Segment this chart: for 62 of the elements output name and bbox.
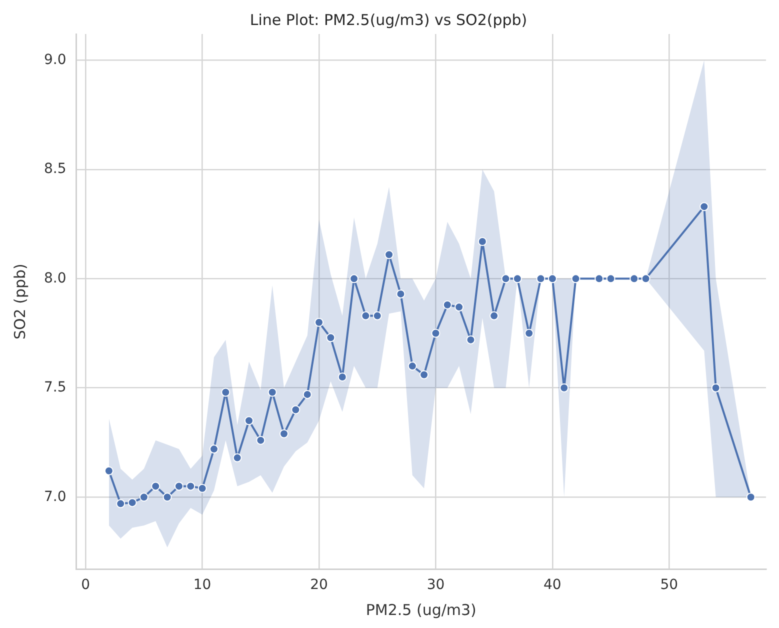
- point: [361, 311, 370, 320]
- point: [104, 466, 114, 476]
- point: [630, 274, 639, 284]
- point: [221, 388, 230, 397]
- point: [606, 274, 616, 284]
- point: [641, 274, 650, 284]
- point: [268, 388, 277, 397]
- point: [372, 311, 382, 320]
- point: [442, 300, 452, 310]
- point: [198, 484, 207, 493]
- point: [326, 333, 336, 342]
- point: [244, 416, 254, 426]
- point: [501, 274, 510, 284]
- point: [302, 390, 312, 399]
- y-axis-title: SO2 (ppb): [10, 264, 29, 340]
- x-tick-label: 40: [544, 577, 562, 594]
- chart-title: Line Plot: PM2.5(ug/m3) vs SO2(ppb): [250, 10, 528, 29]
- point: [560, 383, 569, 392]
- point: [151, 482, 160, 491]
- x-tick-label: 30: [426, 577, 445, 594]
- point: [128, 498, 137, 508]
- point: [571, 274, 580, 284]
- point: [280, 429, 288, 438]
- point: [548, 274, 557, 284]
- point: [420, 370, 429, 380]
- y-tick-label: 8.0: [44, 270, 66, 286]
- point: [490, 311, 499, 320]
- y-tick-label: 9.0: [44, 52, 66, 68]
- point: [408, 362, 417, 371]
- point: [711, 383, 720, 392]
- y-tick-label: 8.5: [44, 161, 66, 178]
- point: [454, 302, 464, 312]
- point: [478, 237, 487, 246]
- y-tick-label: 7.0: [44, 488, 66, 505]
- point: [384, 250, 394, 260]
- x-tick-label: 10: [193, 577, 212, 594]
- point: [116, 499, 126, 508]
- x-tick-label: 20: [310, 577, 328, 594]
- point: [174, 482, 184, 491]
- point: [512, 274, 522, 284]
- point: [232, 453, 242, 462]
- point: [746, 492, 756, 502]
- point: [338, 372, 347, 382]
- point: [139, 492, 148, 502]
- point: [314, 318, 324, 327]
- point: [466, 335, 476, 344]
- x-tick-label: 50: [660, 577, 678, 594]
- point: [350, 274, 359, 284]
- x-axis-title: PM2.5 (ug/m3): [366, 600, 476, 619]
- point: [291, 405, 300, 414]
- point: [594, 274, 604, 284]
- point: [536, 274, 546, 284]
- point: [431, 328, 440, 338]
- point: [162, 492, 172, 502]
- x-tick-label: 0: [81, 577, 90, 594]
- point: [700, 202, 709, 212]
- point: [186, 482, 196, 491]
- point: [256, 436, 266, 445]
- point: [209, 444, 218, 454]
- point: [396, 289, 406, 298]
- point: [524, 328, 534, 338]
- y-tick-label: 7.5: [44, 380, 66, 396]
